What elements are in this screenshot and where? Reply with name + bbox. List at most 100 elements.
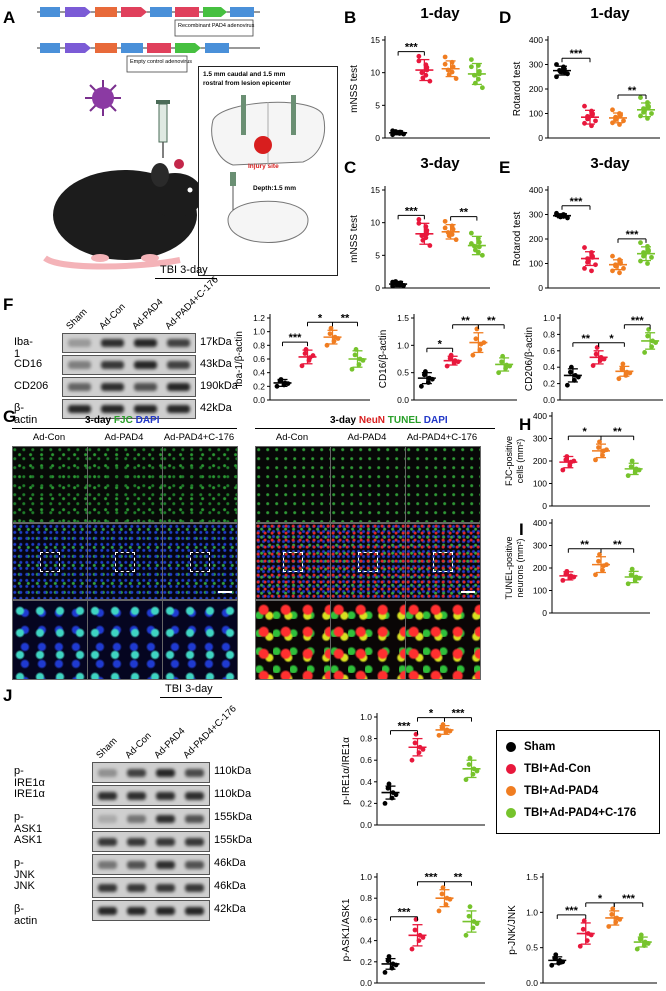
legend-label: Sham bbox=[524, 741, 556, 753]
chart-j-pire1a: 0.00.20.40.60.81.0p-IRE1α/IRE1α**** *** bbox=[341, 708, 485, 830]
data-point bbox=[475, 76, 481, 82]
data-point bbox=[638, 932, 644, 938]
control-construct-diagram: Empty control adenovirus bbox=[37, 43, 260, 73]
y-axis-label: CD206/β-actin bbox=[524, 327, 535, 391]
blot-kda-label: 17kDa bbox=[200, 336, 232, 348]
tbi-bar-f bbox=[155, 278, 217, 279]
y-tick-label: 0 bbox=[542, 501, 547, 511]
y-tick-label: 0.0 bbox=[360, 978, 372, 988]
data-point bbox=[467, 904, 473, 910]
chart-title: 1-day bbox=[590, 5, 630, 22]
blot-row-label: CD206 bbox=[14, 380, 49, 392]
chart-j-pask1: 0.00.20.40.60.81.0p-ASK1/ASK1 ****** ** bbox=[341, 872, 485, 988]
data-point bbox=[356, 362, 362, 367]
sig-label: ** bbox=[581, 333, 590, 345]
y-tick-label: 0 bbox=[375, 133, 380, 143]
data-point bbox=[447, 728, 453, 734]
data-point bbox=[645, 100, 650, 105]
data-point bbox=[645, 116, 650, 121]
blot-strip bbox=[92, 785, 210, 806]
data-point bbox=[352, 352, 358, 358]
data-point bbox=[620, 361, 626, 367]
data-point bbox=[468, 64, 474, 70]
data-point bbox=[610, 253, 615, 259]
blot-band bbox=[127, 837, 146, 846]
chart-j-pjnk: 0.00.51.01.5p-JNK/JNK **** *** bbox=[507, 872, 657, 988]
sig-label: *** bbox=[405, 205, 419, 217]
data-point bbox=[619, 366, 625, 372]
lane-label: Ad-Con bbox=[97, 301, 128, 332]
legend-label: TBI+Ad-PAD4 bbox=[524, 785, 599, 797]
blot-strip bbox=[92, 854, 210, 875]
data-point bbox=[442, 225, 448, 231]
data-point bbox=[466, 913, 472, 919]
blot-band bbox=[127, 791, 146, 800]
data-point bbox=[420, 747, 426, 752]
data-point bbox=[389, 965, 395, 971]
data-point bbox=[642, 350, 648, 355]
construct2-label: Empty control adenovirus bbox=[130, 59, 192, 65]
tbi-bar-j bbox=[160, 697, 222, 698]
sig-label: ** bbox=[341, 312, 350, 324]
blot-row-label: β-actin bbox=[14, 402, 38, 426]
data-point bbox=[645, 333, 651, 339]
data-point bbox=[590, 111, 595, 116]
zoom-region-box bbox=[358, 552, 378, 572]
data-point bbox=[442, 218, 448, 224]
y-tick-label: 15 bbox=[371, 35, 381, 45]
data-point bbox=[470, 771, 476, 777]
data-point bbox=[596, 558, 601, 564]
micro-image bbox=[330, 600, 406, 680]
data-point bbox=[299, 363, 305, 369]
micro-image bbox=[162, 446, 238, 523]
y-axis-label: Rotarod test bbox=[512, 62, 523, 117]
g-right-title: 3-day NeuN TUNEL DAPI bbox=[330, 415, 448, 426]
legend-item: TBI+Ad-Con bbox=[506, 763, 591, 775]
data-point bbox=[618, 112, 623, 118]
blot-band bbox=[101, 383, 124, 391]
sig-label: ** bbox=[459, 207, 468, 219]
zoom-region-box bbox=[190, 552, 210, 572]
y-tick-label: 200 bbox=[533, 456, 547, 466]
data-point bbox=[653, 340, 659, 345]
data-point bbox=[442, 61, 448, 67]
data-point bbox=[335, 336, 341, 341]
scale-bar bbox=[218, 591, 232, 593]
inset-text-line2: rostral from lesion epicenter bbox=[203, 80, 291, 88]
y-axis-label: FJC-positive bbox=[504, 436, 514, 486]
data-point bbox=[604, 562, 609, 568]
panel-letter-j: J bbox=[3, 686, 13, 705]
zoom-region-box bbox=[40, 552, 60, 572]
data-point bbox=[645, 941, 651, 946]
data-point bbox=[618, 261, 623, 266]
data-point bbox=[561, 65, 566, 71]
vector-construct-diagram: Recombinant PAD4 adenovirus bbox=[37, 7, 260, 37]
data-point bbox=[416, 220, 422, 226]
blot-band bbox=[156, 814, 175, 823]
blot-row-label: p-IRE1α bbox=[14, 765, 45, 789]
data-point bbox=[628, 572, 634, 578]
data-point bbox=[561, 214, 566, 219]
lane-label: Ad-Con bbox=[123, 730, 154, 761]
tbi-label-j: TBI 3-day bbox=[165, 683, 213, 695]
blot-band bbox=[167, 405, 190, 413]
data-point bbox=[455, 359, 461, 365]
data-point bbox=[564, 382, 570, 388]
data-point bbox=[554, 74, 559, 80]
chart-title: 1-day bbox=[420, 5, 460, 22]
sig-label: * bbox=[318, 312, 323, 324]
micro-image bbox=[12, 523, 88, 600]
data-point bbox=[390, 279, 396, 285]
data-point bbox=[385, 958, 391, 964]
scale-bar bbox=[461, 591, 475, 593]
blot-row-label: Iba-1 bbox=[14, 336, 33, 360]
data-point bbox=[582, 266, 587, 271]
data-point bbox=[278, 377, 284, 382]
data-point bbox=[302, 351, 308, 356]
y-tick-label: 0.6 bbox=[543, 346, 555, 356]
blot-band bbox=[185, 860, 204, 869]
data-point bbox=[401, 131, 407, 137]
data-point bbox=[571, 574, 577, 580]
